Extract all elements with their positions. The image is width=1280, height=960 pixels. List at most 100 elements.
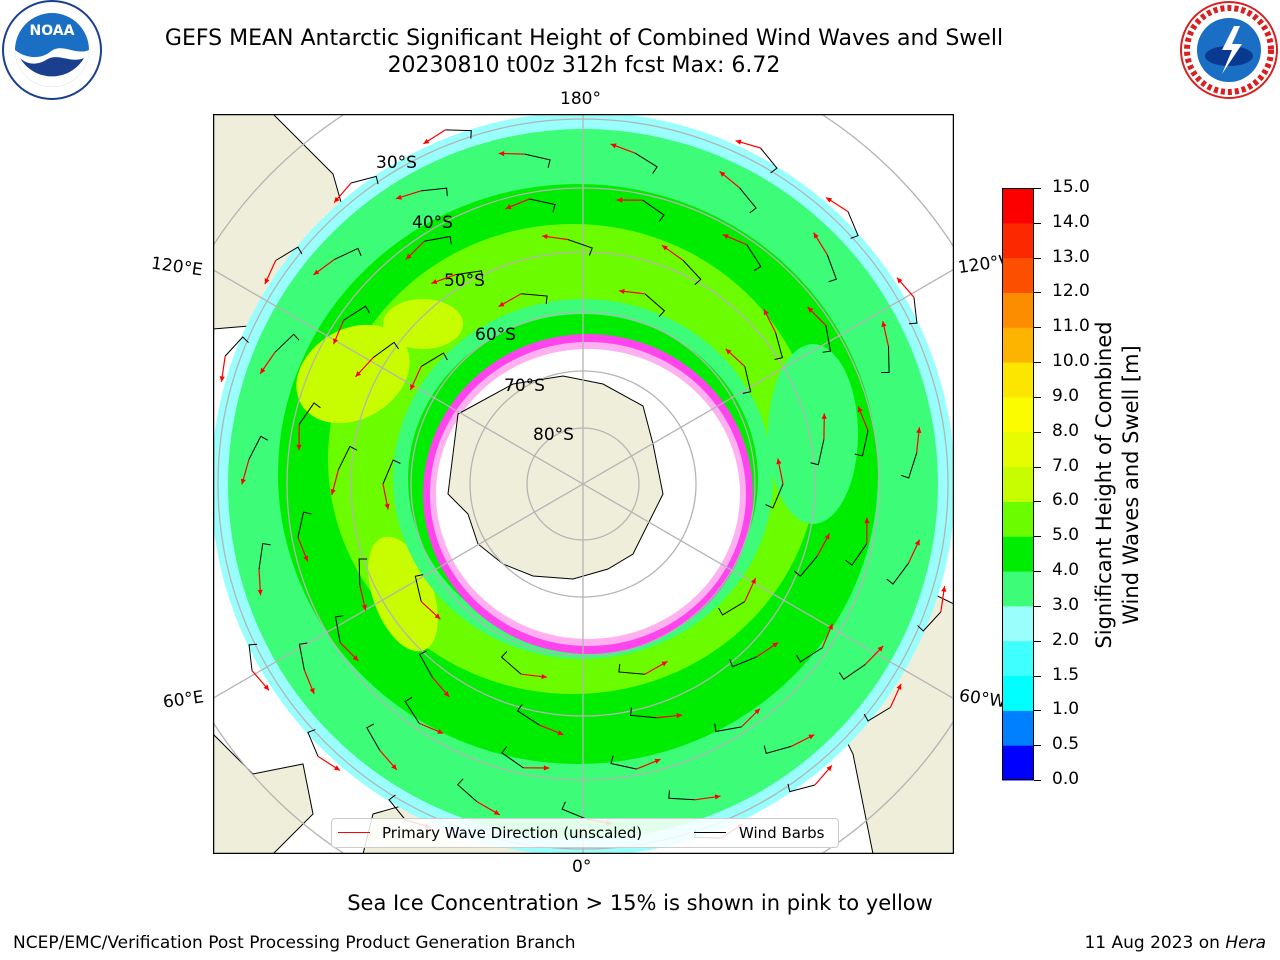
- wind-barb: [610, 755, 637, 770]
- wind-barb: [838, 664, 866, 680]
- colorbar-band: [1002, 257, 1034, 293]
- wind-barb: [795, 647, 823, 663]
- lat-label-70: 70°S: [504, 376, 545, 396]
- colorbar-tick-mark: [1034, 675, 1041, 677]
- colorbar-tick-mark: [1034, 780, 1041, 781]
- wind-barb: [763, 745, 792, 754]
- wave-arrow-head: [240, 478, 246, 485]
- colorbar-title-line2: Wind Waves and Swell [m]: [1119, 345, 1143, 625]
- wave-arrow-head: [395, 194, 402, 200]
- colorbar: [1002, 188, 1034, 781]
- svg-text:NOAA: NOAA: [30, 23, 75, 39]
- wind-barb: [524, 153, 551, 168]
- polar-map: 30°S 40°S 50°S 60°S 70°S 80°S: [213, 114, 954, 854]
- wind-barb: [739, 187, 757, 214]
- wave-arrow-head: [808, 734, 815, 740]
- wave-arrow-head: [719, 171, 726, 177]
- colorbar-band: [1002, 710, 1034, 746]
- wave-arrow-head: [541, 234, 548, 240]
- wave-arrow-head: [916, 427, 922, 433]
- colorbar-band: [1002, 536, 1034, 572]
- wave-arrow-head: [334, 196, 340, 203]
- wave-arrow-head: [826, 197, 833, 203]
- wind-barb: [810, 439, 825, 466]
- nws-logo: [1180, 1, 1278, 99]
- chart-subtitle: 20230810 t00z 312h fcst Max: 6.72: [387, 53, 781, 78]
- wave-arrow-head: [914, 539, 920, 546]
- wave-arrow-head: [493, 809, 500, 815]
- wave-legend-label: Primary Wave Direction (unscaled): [382, 824, 643, 842]
- wave-arrow-head: [410, 384, 416, 391]
- colorbar-tick-mark: [1034, 571, 1041, 573]
- wind-barb: [847, 211, 859, 239]
- wave-arrow-head: [260, 367, 266, 374]
- colorbar-band: [1002, 188, 1034, 224]
- wave-arrow-head: [661, 661, 668, 667]
- colorbar-band: [1002, 292, 1034, 328]
- wind-barb: [500, 650, 522, 675]
- colorbar-tick-mark: [1034, 466, 1041, 468]
- wave-arrow-head: [257, 589, 263, 596]
- colorbar-tick-label: 14.0: [1052, 211, 1090, 232]
- graticule: [213, 114, 954, 854]
- colorbar-tick-label: 12.0: [1052, 281, 1090, 302]
- colorbar-tick-label: 15.0: [1052, 177, 1090, 197]
- wave-arrow-head: [557, 730, 564, 736]
- wind-barb: [297, 511, 312, 538]
- wind-barb: [822, 325, 832, 353]
- wave-arrow-head: [423, 138, 430, 144]
- wave-arrow-head: [309, 687, 315, 694]
- wind-barb: [774, 332, 784, 360]
- wind-barb: [682, 260, 702, 286]
- lon-label-right-upper: 120°W: [956, 251, 1006, 279]
- colorbar-tick-label: 7.0: [1052, 455, 1080, 476]
- wind-barb: [298, 402, 321, 425]
- wave-arrow-head: [772, 642, 779, 648]
- wave-arrow-head: [776, 458, 782, 465]
- wind-legend-label: Wind Barbs: [739, 824, 825, 842]
- colorbar-tick-label: 11.0: [1052, 316, 1090, 337]
- wave-arrow-head: [330, 488, 336, 495]
- wind-barb: [881, 346, 890, 374]
- wind-barb: [900, 453, 918, 479]
- wind-barb: [248, 643, 258, 671]
- footer-date: 11 Aug 2023 on Hera: [1084, 933, 1266, 953]
- colorbar-tick-label: 9.0: [1052, 385, 1080, 406]
- wind-barb: [420, 187, 448, 197]
- wave-arrow-head: [827, 623, 833, 630]
- colorbar-band: [1002, 362, 1034, 398]
- colorbar-title-line1: Significant Height of Combined: [1092, 321, 1116, 649]
- colorbar-band: [1002, 501, 1034, 537]
- wave-arrow-head: [896, 277, 903, 284]
- wind-barb: [358, 558, 368, 586]
- colorbar-tick-mark: [1034, 257, 1041, 259]
- colorbar-tick-label: 10.0: [1052, 351, 1090, 372]
- wind-barb: [307, 729, 319, 757]
- colorbar-tick-label: 13.0: [1052, 246, 1090, 267]
- wave-arrow-head: [722, 234, 729, 240]
- map-legend: Primary Wave Direction (unscaled) Wind B…: [331, 818, 839, 848]
- wind-barb: [642, 199, 665, 222]
- colorbar-band: [1002, 396, 1034, 433]
- wave-arrow-head: [881, 321, 887, 328]
- wind-barb: [561, 801, 587, 820]
- colorbar-tick-label: 1.0: [1052, 699, 1080, 720]
- lon-label-left-lower: 60°E: [161, 687, 206, 713]
- wind-barb: [618, 663, 645, 675]
- wind-barb: [337, 445, 358, 470]
- wave-arrow-head: [443, 691, 450, 697]
- wind-barb: [258, 542, 271, 570]
- colorbar-tick-mark: [1034, 327, 1041, 329]
- wind-barb: [845, 543, 868, 566]
- wind-barb: [765, 483, 784, 509]
- lon-label-top: 180°: [560, 89, 601, 109]
- wave-arrow-head: [263, 684, 270, 691]
- wind-barb: [787, 783, 816, 793]
- wave-arrow-head: [296, 444, 302, 451]
- wave-arrow-head: [896, 683, 902, 690]
- wind-barb: [420, 352, 448, 367]
- colorbar-tick-mark: [1034, 396, 1041, 398]
- noaa-logo: NOAA: [2, 0, 102, 100]
- wave-arrow-head: [333, 338, 339, 345]
- wind-barb: [908, 297, 918, 325]
